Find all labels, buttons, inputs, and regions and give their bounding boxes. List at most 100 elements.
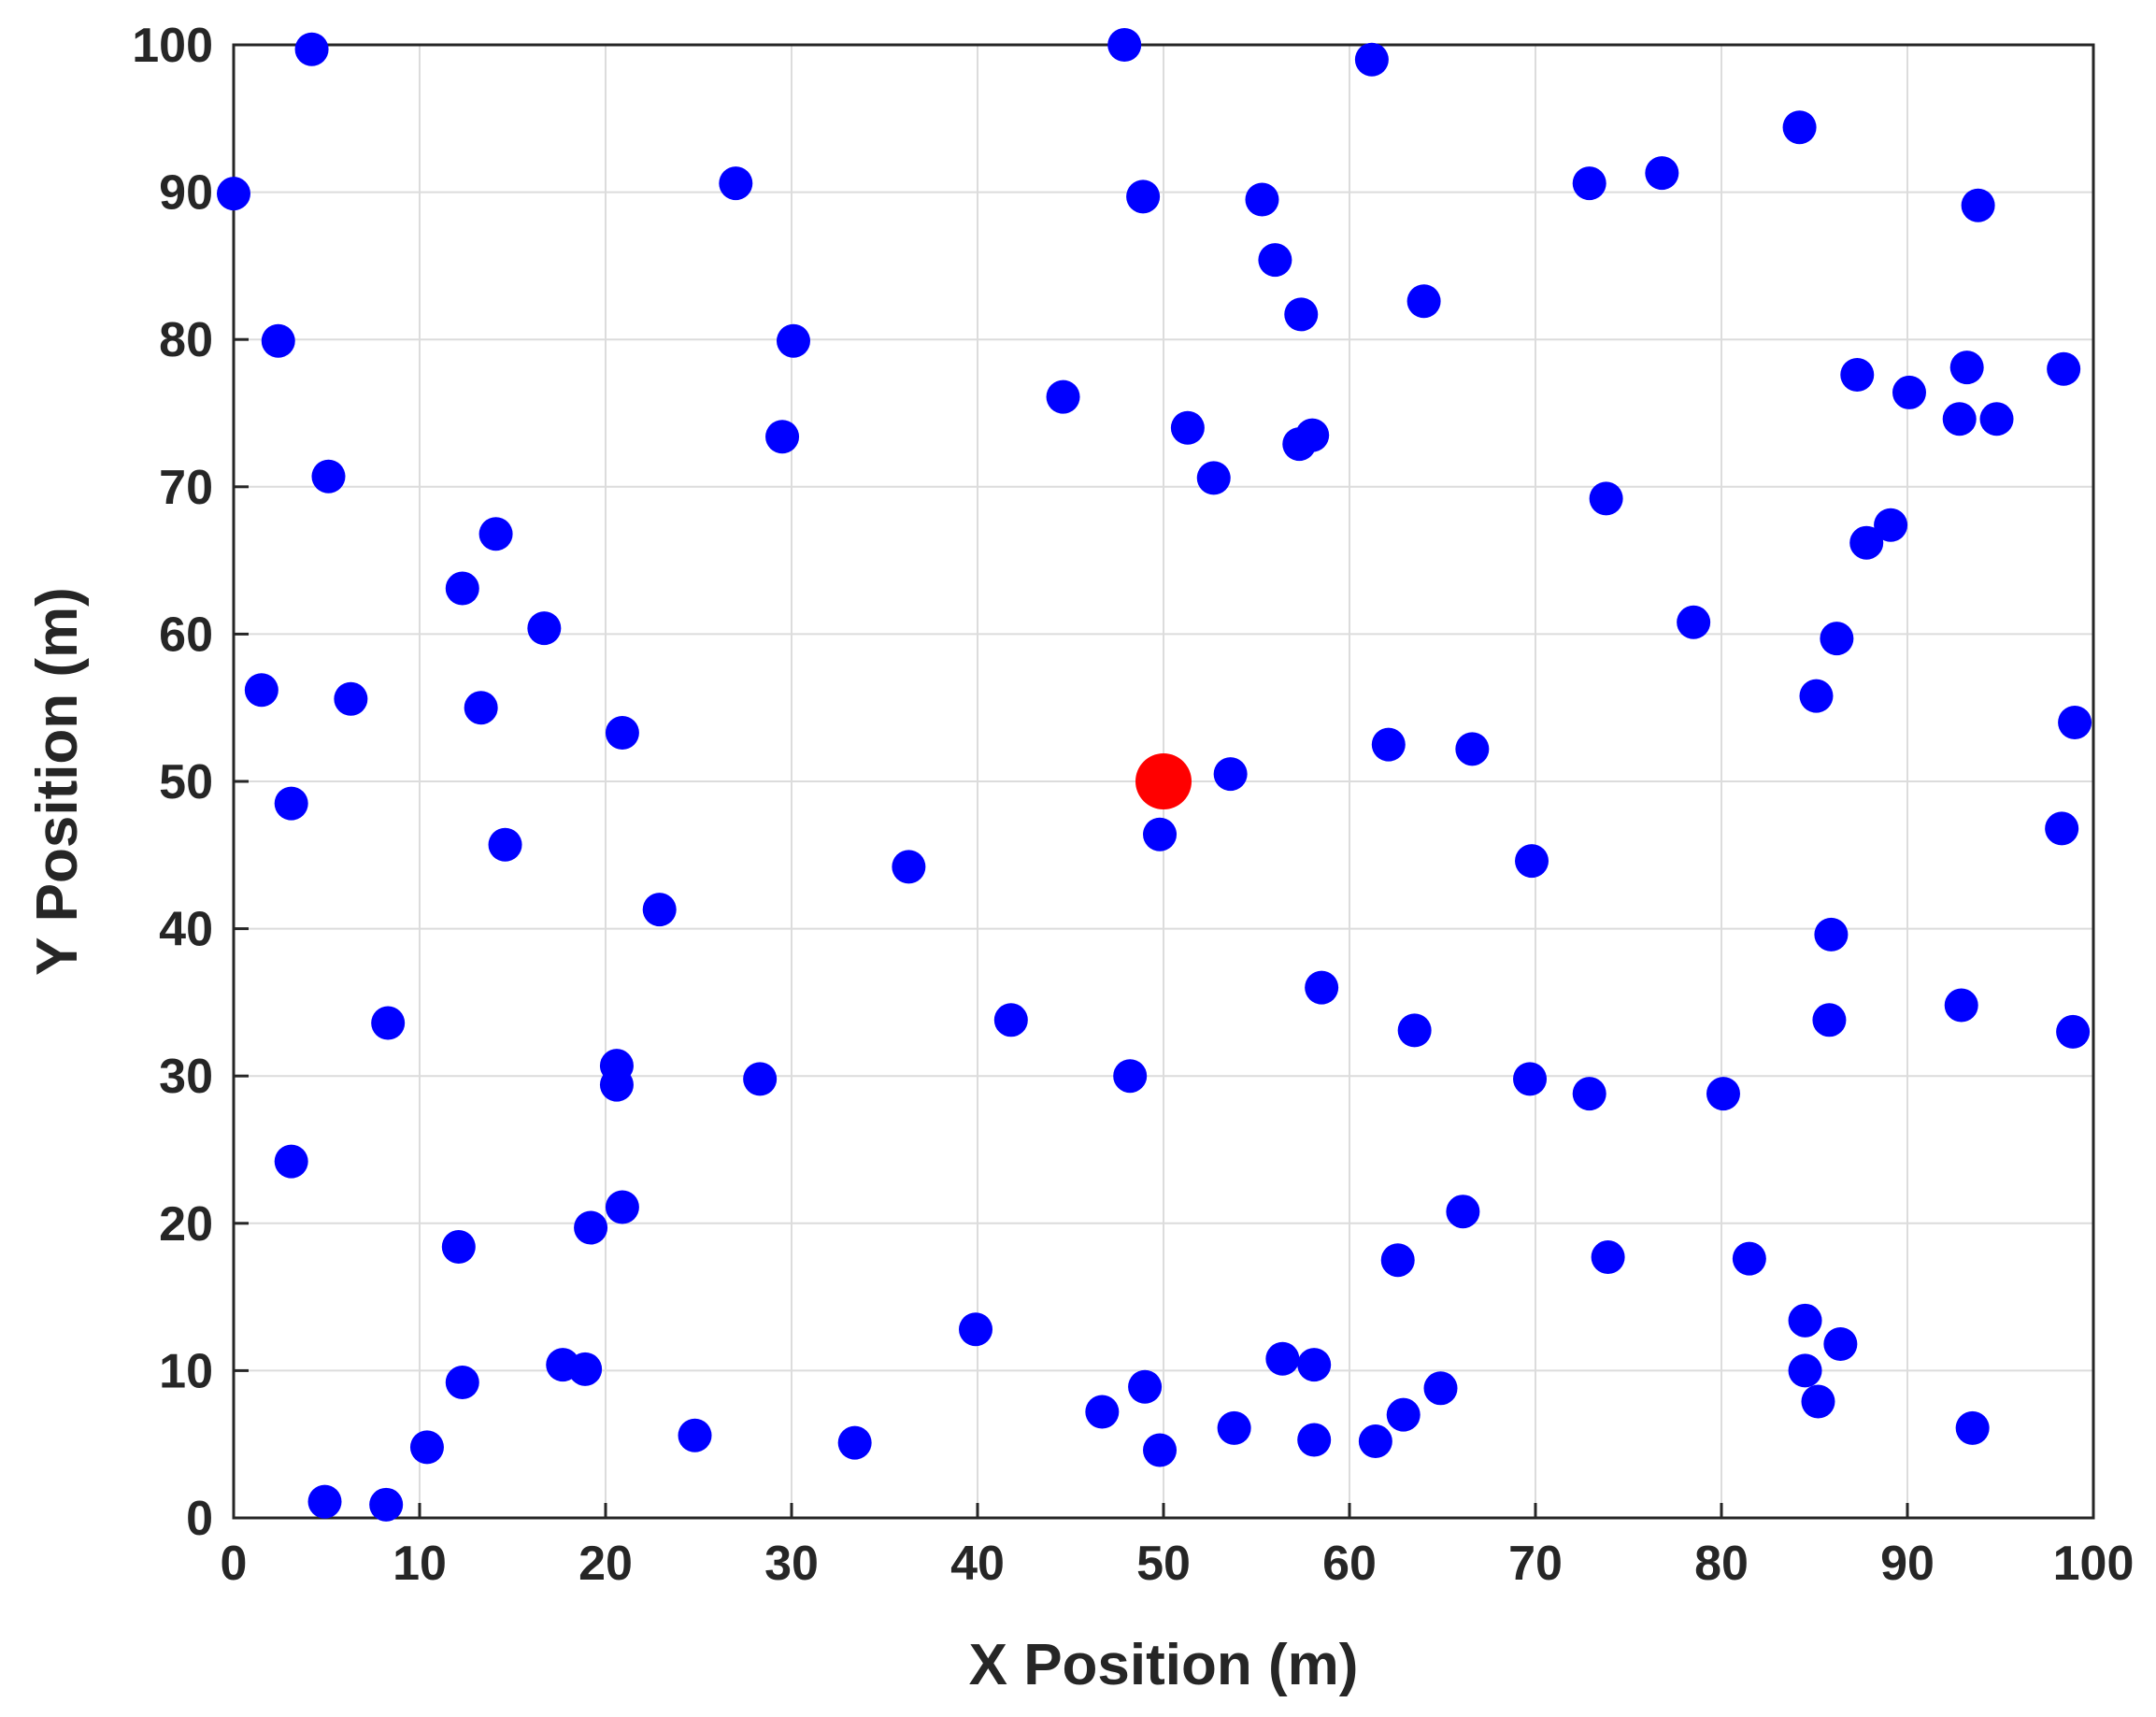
y-tick-label: 60 <box>159 608 213 662</box>
data-point <box>568 1352 603 1386</box>
data-point <box>1849 525 1884 560</box>
y-tick-label: 10 <box>159 1344 213 1398</box>
data-point <box>1085 1395 1120 1429</box>
x-tick-label: 70 <box>1508 1537 1563 1591</box>
data-point <box>1446 1195 1480 1229</box>
data-point <box>441 1230 476 1265</box>
data-point <box>464 691 498 725</box>
data-point <box>1305 970 1339 1005</box>
data-point <box>765 420 800 454</box>
data-point <box>574 1210 608 1245</box>
data-point <box>1297 1348 1332 1382</box>
data-point <box>1820 622 1854 656</box>
y-axis-title: Y Position (m) <box>25 587 90 976</box>
data-point <box>1295 418 1330 452</box>
center-point <box>1135 753 1192 809</box>
data-point <box>1170 410 1205 445</box>
y-tick-label: 0 <box>186 1492 213 1546</box>
data-point <box>1801 1384 1835 1419</box>
data-point <box>1217 1410 1251 1445</box>
x-tick-label: 80 <box>1694 1537 1749 1591</box>
data-point <box>2056 1014 2091 1049</box>
x-tick-label: 20 <box>578 1537 633 1591</box>
x-tick-label: 30 <box>764 1537 819 1591</box>
data-point <box>1046 379 1080 414</box>
data-point <box>1788 1303 1822 1338</box>
x-tick-label: 100 <box>2053 1537 2135 1591</box>
data-point <box>1814 917 1849 952</box>
y-tick-label: 50 <box>159 755 213 809</box>
data-point <box>605 1190 639 1224</box>
data-points <box>217 28 2092 1522</box>
data-point <box>1942 402 1977 436</box>
data-point <box>1515 844 1549 879</box>
data-point <box>307 1484 342 1519</box>
y-tick-label: 40 <box>159 903 213 957</box>
data-point <box>488 827 522 862</box>
data-point <box>445 571 479 606</box>
y-tick-label: 20 <box>159 1197 213 1252</box>
data-point <box>274 1144 308 1179</box>
data-point <box>1589 481 1623 516</box>
x-tick-label: 10 <box>393 1537 447 1591</box>
data-point <box>1799 679 1834 713</box>
y-tick-label: 100 <box>132 19 213 73</box>
data-point <box>1386 1397 1421 1432</box>
data-point <box>1358 1424 1392 1459</box>
x-tick-label: 40 <box>950 1537 1005 1591</box>
y-tick-label: 80 <box>159 313 213 367</box>
data-point <box>1513 1062 1548 1096</box>
data-point <box>478 517 513 551</box>
data-point <box>1284 297 1319 332</box>
y-tick-label: 70 <box>159 461 213 515</box>
data-point <box>1455 732 1490 766</box>
data-point <box>1258 243 1292 278</box>
data-point <box>599 1067 634 1102</box>
data-point <box>334 681 368 716</box>
data-point <box>369 1487 404 1522</box>
data-point <box>1143 1433 1178 1467</box>
y-tick-label: 30 <box>159 1050 213 1104</box>
data-point <box>1706 1077 1740 1111</box>
data-point <box>274 786 308 821</box>
data-point <box>1107 28 1142 62</box>
data-point <box>1944 988 1978 1023</box>
x-axis-title: X Position (m) <box>969 1633 1359 1697</box>
y-tick-label: 90 <box>159 166 213 221</box>
data-point <box>1196 461 1231 495</box>
data-point <box>311 459 346 494</box>
data-point <box>244 673 278 708</box>
data-point <box>993 1003 1028 1037</box>
data-point <box>605 715 639 750</box>
data-point <box>1591 1240 1625 1275</box>
data-point <box>527 611 562 646</box>
data-point <box>1955 1410 1990 1445</box>
data-point <box>959 1312 993 1347</box>
data-point <box>1113 1059 1148 1094</box>
data-point <box>1126 179 1161 214</box>
data-point <box>1380 1243 1415 1278</box>
data-point <box>1823 1327 1858 1362</box>
data-point <box>445 1366 479 1400</box>
data-point <box>261 323 295 358</box>
data-point <box>1297 1423 1332 1457</box>
data-point <box>1892 375 1926 409</box>
data-point <box>719 166 753 201</box>
data-point <box>776 323 810 358</box>
data-point <box>837 1425 872 1460</box>
data-point <box>1265 1341 1300 1376</box>
data-point <box>1645 156 1679 191</box>
data-point <box>1961 188 1995 222</box>
data-point <box>892 850 926 884</box>
x-tick-label: 90 <box>1880 1537 1935 1591</box>
data-point <box>1213 757 1248 792</box>
data-point <box>743 1062 778 1096</box>
data-point <box>217 177 250 211</box>
data-point <box>678 1418 712 1452</box>
data-point <box>1354 42 1389 77</box>
data-point <box>1874 508 1908 542</box>
data-point <box>2045 811 2079 846</box>
data-point <box>1128 1369 1163 1404</box>
data-point <box>1949 351 1984 385</box>
